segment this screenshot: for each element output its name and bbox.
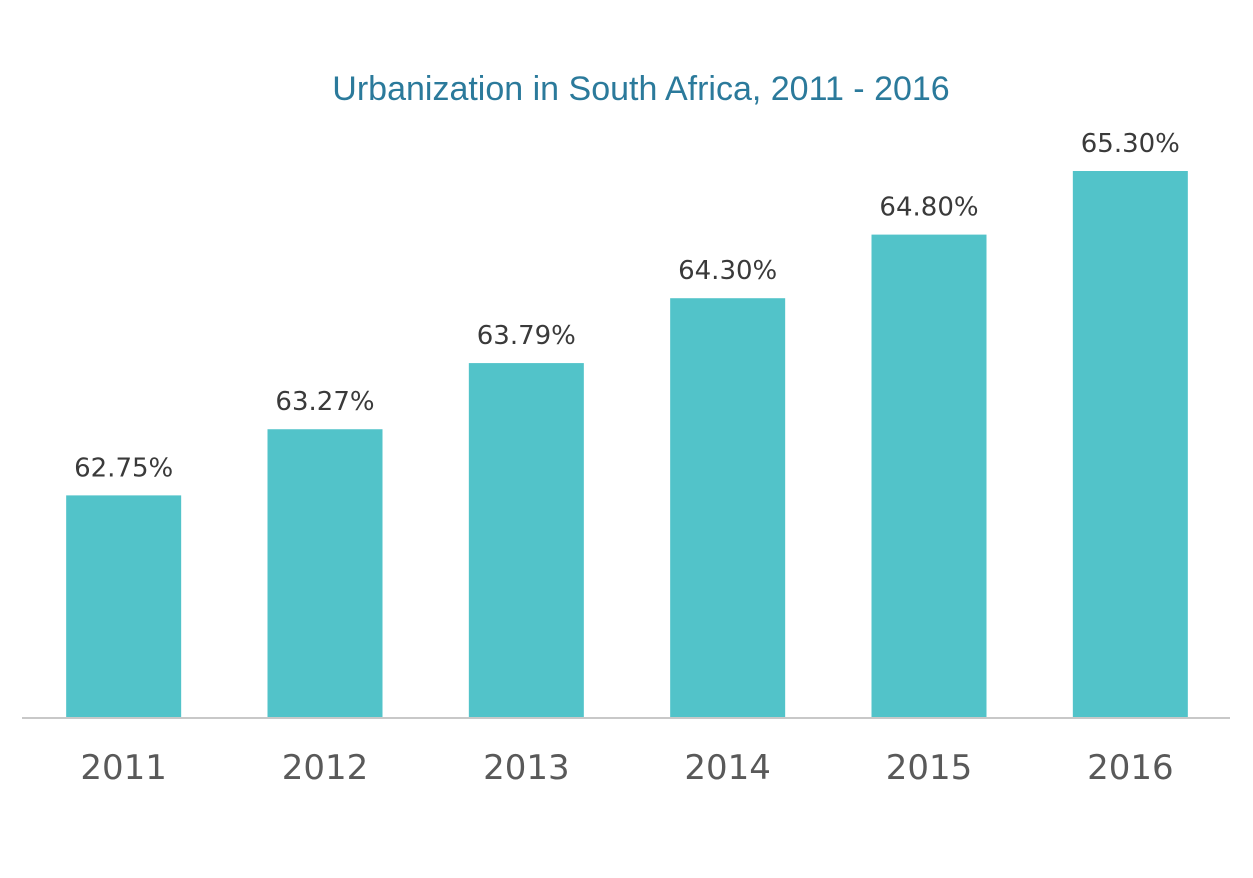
- x-tick-labels-group: 2011 2012 2013 2014 2015 2016: [80, 748, 1173, 788]
- data-label-2011: 62.75%: [74, 453, 173, 483]
- bar-2012: [267, 429, 383, 718]
- data-label-2016: 65.30%: [1081, 129, 1180, 159]
- bar-2011: [66, 495, 182, 718]
- data-label-2012: 63.27%: [275, 387, 374, 417]
- x-tick-label-2012: 2012: [282, 748, 369, 788]
- bar-2014: [670, 298, 786, 718]
- bars-group: [66, 171, 1188, 718]
- data-label-2014: 64.30%: [678, 256, 777, 286]
- x-tick-label-2016: 2016: [1087, 748, 1174, 788]
- data-labels-group: 62.75% 63.27% 63.79% 64.30% 64.80% 65.30%: [74, 129, 1180, 483]
- x-tick-label-2011: 2011: [80, 748, 167, 788]
- x-tick-label-2014: 2014: [684, 748, 771, 788]
- chart-title: Urbanization in South Africa, 2011 - 201…: [332, 70, 949, 108]
- x-tick-label-2013: 2013: [483, 748, 570, 788]
- x-tick-label-2015: 2015: [886, 748, 973, 788]
- data-label-2013: 63.79%: [477, 321, 576, 351]
- bar-2016: [1072, 171, 1188, 718]
- bar-2013: [468, 363, 584, 718]
- bar-2015: [871, 234, 987, 718]
- data-label-2015: 64.80%: [879, 193, 978, 223]
